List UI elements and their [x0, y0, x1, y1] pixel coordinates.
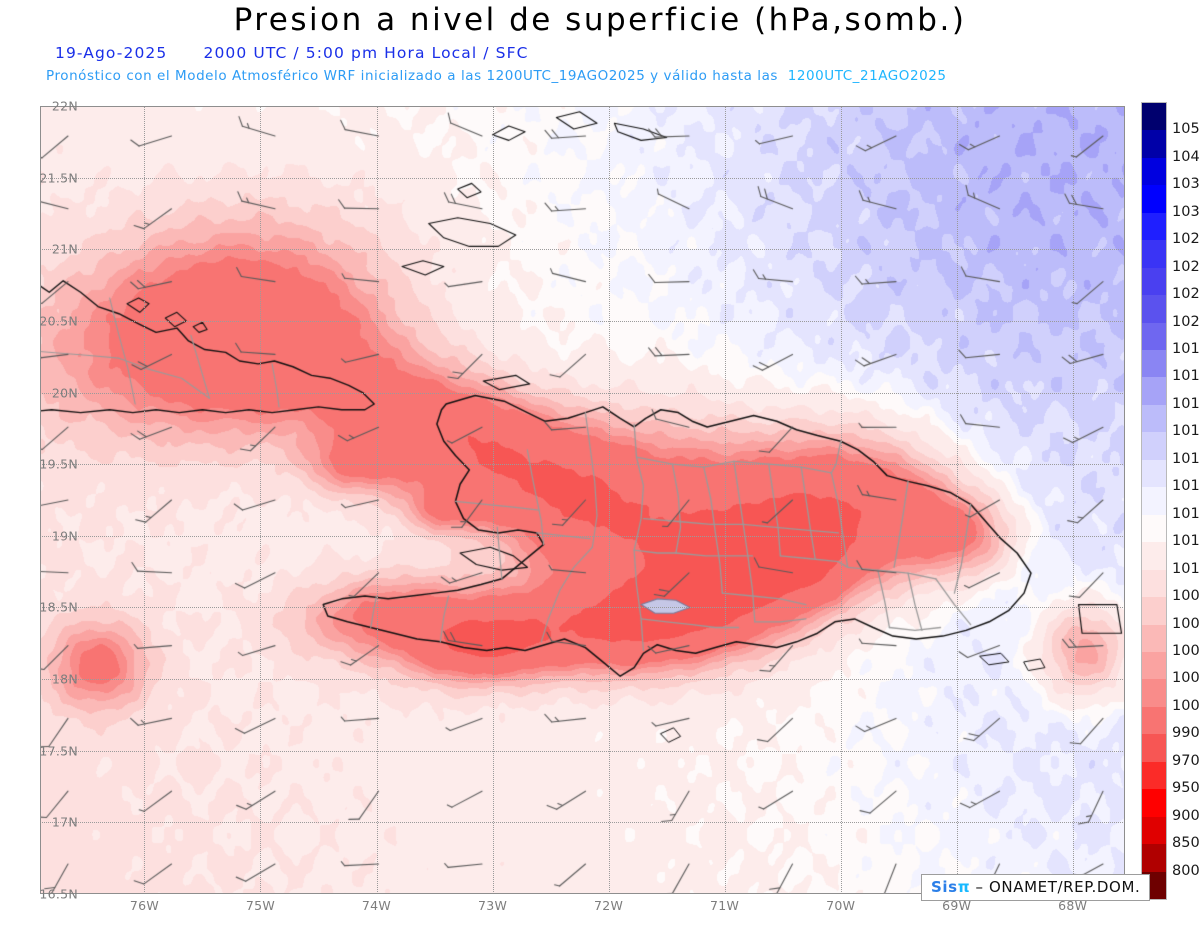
- lat-tick-label: 19.5N: [39, 456, 78, 472]
- colorbar-swatch: [1142, 103, 1166, 131]
- colorbar-swatch: [1142, 597, 1166, 625]
- lon-tick-label: 71W: [710, 898, 740, 913]
- colorbar-swatch: [1142, 542, 1166, 570]
- colorbar-tick-label: 1028: [1172, 231, 1200, 248]
- colorbar-swatch: [1142, 240, 1166, 268]
- colorbar-swatch: [1142, 185, 1166, 213]
- colorbar-swatch: [1142, 651, 1166, 680]
- colorbar-tick-label: 1016: [1172, 423, 1200, 440]
- agency-logo: Sisπ – ONAMET/REP.DOM.: [921, 874, 1151, 901]
- lon-tick-label: 70W: [826, 898, 856, 913]
- colorbar-tick-label: 1018: [1172, 368, 1200, 385]
- lat-tick-label: 22N: [51, 98, 78, 114]
- forecast-date: 19-Ago-2025: [55, 44, 168, 62]
- colorbar-tick-label: 1004: [1172, 642, 1200, 659]
- colorbar-tick-label: 850: [1172, 835, 1200, 852]
- colorbar-swatch: [1142, 432, 1166, 460]
- map-plot-area[interactable]: [40, 106, 1125, 894]
- colorbar-swatch: [1142, 350, 1166, 378]
- lat-tick-label: 17N: [51, 814, 78, 830]
- lat-tick-label: 17.5N: [39, 743, 78, 759]
- valid-until: 1200UTC_21AGO2025: [787, 68, 947, 84]
- colorbar-swatch: [1142, 734, 1166, 762]
- colorbar-swatch: [1142, 514, 1166, 543]
- colorbar-tick-label: 1020: [1172, 313, 1200, 330]
- pressure-colorbar[interactable]: [1141, 102, 1167, 900]
- lat-tick-label: 18N: [51, 671, 78, 687]
- lon-tick-label: 68W: [1058, 898, 1088, 913]
- colorbar-tick-label: 1006: [1172, 615, 1200, 632]
- colorbar-swatch: [1142, 569, 1166, 598]
- lon-tick-label: 72W: [594, 898, 624, 913]
- colorbar-swatch: [1142, 816, 1166, 845]
- lon-tick-label: 74W: [361, 898, 392, 913]
- colorbar-tick-label: 1010: [1172, 560, 1200, 577]
- lat-tick-label: 19N: [51, 528, 78, 544]
- lat-tick-label: 18.5N: [39, 599, 78, 615]
- lat-tick-label: 20.5N: [39, 313, 78, 329]
- colorbar-tick-label: 1030: [1172, 203, 1200, 220]
- colorbar-tick-label: 1000: [1172, 697, 1200, 714]
- colorbar-swatch: [1142, 267, 1166, 296]
- colorbar-swatch: [1142, 679, 1166, 707]
- colorbar-tick-label: 950: [1172, 780, 1200, 797]
- colorbar-swatch: [1142, 459, 1166, 488]
- colorbar-swatch: [1142, 844, 1166, 872]
- forecast-time: 2000 UTC / 5:00 pm Hora Local / SFC: [203, 44, 529, 62]
- colorbar-tick-label: 1012: [1172, 533, 1200, 550]
- colorbar-swatch: [1142, 322, 1166, 351]
- colorbar-tick-label: 1013: [1172, 505, 1200, 522]
- colorbar-swatch: [1142, 157, 1166, 186]
- colorbar-tick-label: 1019: [1172, 341, 1200, 358]
- colorbar-tick-label: 1017: [1172, 395, 1200, 412]
- lon-tick-label: 75W: [245, 898, 276, 913]
- colorbar-swatch: [1142, 761, 1166, 790]
- colorbar-tick-label: 990: [1172, 725, 1200, 742]
- logo-sis-text: Sis: [931, 878, 958, 896]
- lat-tick-label: 21N: [51, 241, 78, 257]
- colorbar-swatch: [1142, 404, 1166, 433]
- colorbar-tick-label: 1002: [1172, 670, 1200, 687]
- lon-tick-label: 73W: [477, 898, 508, 913]
- lat-tick-label: 21.5N: [39, 170, 78, 186]
- logo-agency-text: – ONAMET/REP.DOM.: [975, 878, 1141, 896]
- page-title: Presion a nivel de superficie (hPa,somb.…: [233, 2, 967, 38]
- colorbar-tick-label: 1022: [1172, 286, 1200, 303]
- colorbar-swatch: [1142, 789, 1166, 817]
- subtitle-datetime: 19-Ago-2025 2000 UTC / 5:00 pm Hora Loca…: [55, 44, 529, 62]
- colorbar-tick-label: 1014: [1172, 478, 1200, 495]
- colorbar-tick-label: 1008: [1172, 588, 1200, 605]
- wind-barbs-layer: [40, 106, 1125, 894]
- colorbar-swatch: [1142, 487, 1166, 515]
- lat-tick-label: 20N: [51, 385, 78, 401]
- lat-tick-label: 16.5N: [39, 886, 78, 902]
- colorbar-swatch: [1142, 130, 1166, 158]
- colorbar-tick-label: 970: [1172, 752, 1200, 769]
- colorbar-tick-label: 1025: [1172, 258, 1200, 275]
- forecast-description: Pronóstico con el Modelo Atmosférico WRF…: [46, 68, 779, 84]
- colorbar-swatch: [1142, 212, 1166, 241]
- lon-tick-label: 69W: [942, 898, 972, 913]
- colorbar-swatch: [1142, 295, 1166, 323]
- subtitle-model-info: Pronóstico con el Modelo Atmosférico WRF…: [46, 68, 947, 84]
- colorbar-tick-label: 1015: [1172, 450, 1200, 467]
- colorbar-swatch: [1142, 624, 1166, 652]
- colorbar-tick-label: 1050: [1172, 121, 1200, 138]
- colorbar-tick-label: 1040: [1172, 148, 1200, 165]
- colorbar-tick-label: 900: [1172, 807, 1200, 824]
- colorbar-swatch: [1142, 706, 1166, 735]
- header: Presion a nivel de superficie (hPa,somb.…: [0, 0, 1200, 96]
- lon-tick-label: 76W: [129, 898, 160, 913]
- colorbar-tick-label: 1035: [1172, 176, 1200, 193]
- colorbar-swatch: [1142, 377, 1166, 405]
- colorbar-tick-label: 800: [1172, 862, 1200, 879]
- logo-pi-icon: π: [957, 878, 971, 896]
